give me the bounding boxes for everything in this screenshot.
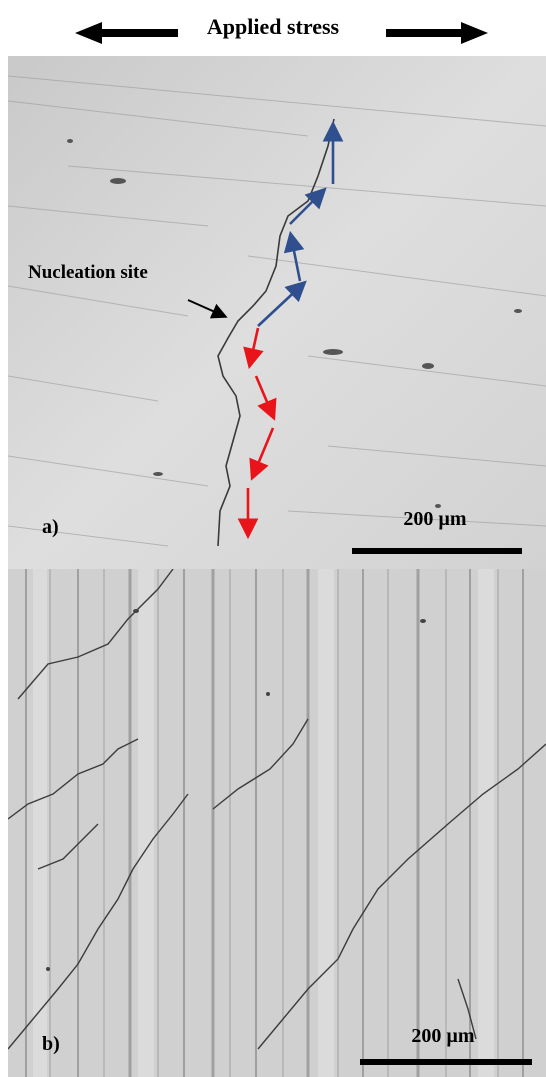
panel-b-scale-text: 200 µm <box>411 1025 475 1047</box>
blue-arrows <box>257 120 344 327</box>
crack-network <box>8 569 546 1050</box>
applied-stress-arrows <box>75 22 488 44</box>
figure-header: Applied stress <box>0 0 546 56</box>
micrograph-panel-b: b) 200 µm <box>8 569 546 1077</box>
right-stress-arrow <box>386 22 488 44</box>
micrograph-a-image <box>8 56 546 569</box>
panel-a-scale-bar <box>352 548 522 554</box>
panel-a-label: a) <box>42 516 59 538</box>
panel-b-label: b) <box>42 1033 60 1055</box>
nucleation-site-label: Nucleation site <box>28 262 148 283</box>
micrograph-panel-a: Nucleation site a) 200 µm <box>8 56 546 569</box>
applied-stress-title: Applied stress <box>206 14 340 39</box>
micrograph-b-image <box>8 569 546 1077</box>
red-arrows <box>237 327 277 540</box>
panel-b-scale-bar <box>360 1059 532 1065</box>
nucleation-pointer <box>187 299 228 319</box>
vertical-grinding-lines <box>25 569 524 1077</box>
left-stress-arrow <box>75 22 178 44</box>
panel-a-scale-text: 200 µm <box>403 508 467 530</box>
surface-pits <box>67 139 522 508</box>
scratch-lines <box>8 75 546 547</box>
